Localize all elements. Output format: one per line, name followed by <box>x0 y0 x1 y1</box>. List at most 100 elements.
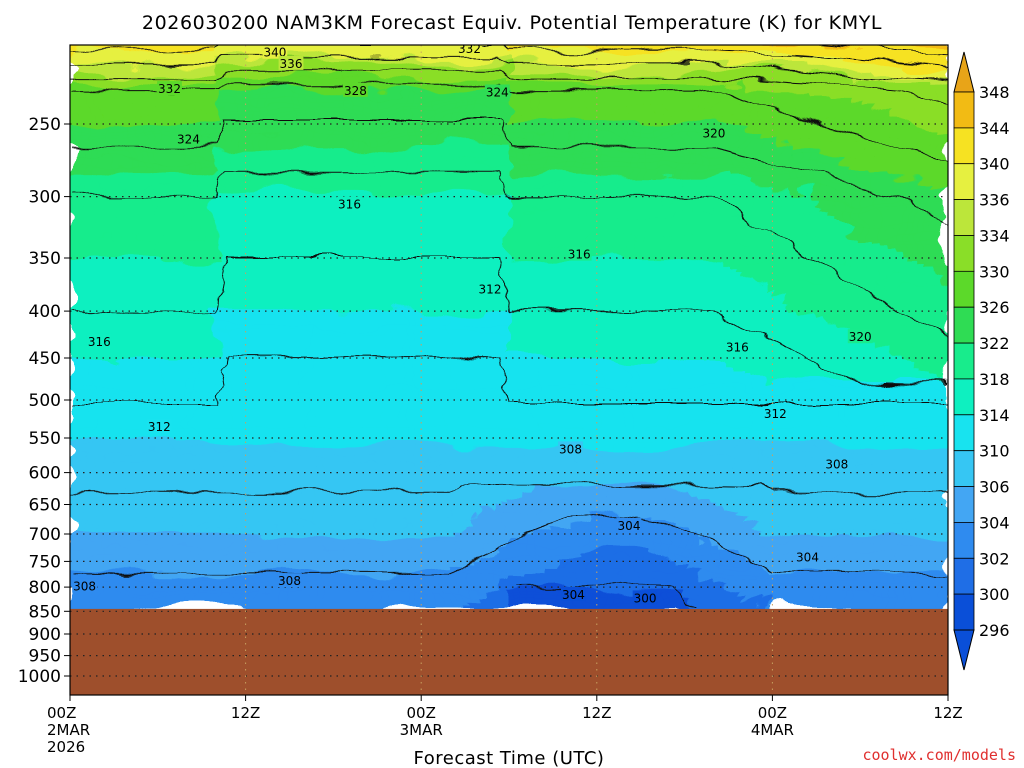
field-cell <box>611 157 620 164</box>
field-cell <box>479 83 488 90</box>
field-cell <box>245 163 254 169</box>
field-cell <box>926 163 934 169</box>
field-cell <box>772 157 781 164</box>
field-cell <box>750 115 759 122</box>
field-cell <box>479 125 488 132</box>
field-cell <box>918 45 927 47</box>
field-cell <box>91 168 100 175</box>
field-cell <box>267 136 276 143</box>
field-cell <box>926 168 934 175</box>
field-cell <box>721 179 730 185</box>
field-cell <box>304 226 313 233</box>
field-cell <box>765 205 773 212</box>
field-cell <box>860 173 869 180</box>
field-cell <box>808 45 817 47</box>
field-cell <box>604 163 613 169</box>
field-cell <box>260 147 269 154</box>
field-cell <box>238 205 247 212</box>
field-cell <box>304 189 313 196</box>
field-cell <box>904 226 913 233</box>
field-cell <box>552 205 561 212</box>
field-cell <box>501 179 510 185</box>
field-cell <box>194 56 203 63</box>
field-cell <box>260 226 269 233</box>
field-cell <box>369 99 378 106</box>
field-cell <box>538 194 547 201</box>
field-cell <box>889 94 898 100</box>
field-cell <box>633 125 642 132</box>
field-cell <box>260 83 269 90</box>
field-cell <box>640 136 649 143</box>
field-cell <box>91 189 100 196</box>
field-cell <box>179 216 188 223</box>
field-cell <box>128 194 137 201</box>
field-cell <box>355 157 364 164</box>
field-cell <box>530 226 539 233</box>
field-cell <box>889 173 898 180</box>
field-cell <box>70 232 78 238</box>
field-cell <box>143 168 152 175</box>
field-cell <box>399 141 408 148</box>
field-cell <box>874 184 883 191</box>
field-cell <box>428 221 437 228</box>
field-cell <box>772 168 781 175</box>
field-cell <box>333 179 342 185</box>
field-cell <box>128 200 137 207</box>
field-cell <box>596 83 605 90</box>
field-cell <box>362 157 371 164</box>
field-cell <box>933 210 942 217</box>
field-cell <box>808 205 817 212</box>
field-cell <box>194 78 203 85</box>
field-cell <box>779 56 788 63</box>
field-cell <box>904 125 913 132</box>
field-cell <box>882 62 891 69</box>
field-cell <box>252 232 261 238</box>
field-cell <box>143 56 152 63</box>
field-cell <box>823 147 832 154</box>
field-cell <box>216 45 225 47</box>
field-cell <box>421 157 430 164</box>
field-cell <box>465 152 474 159</box>
field-cell <box>216 125 225 132</box>
field-cell <box>187 72 195 79</box>
field-cell <box>157 94 166 100</box>
field-cell <box>428 120 437 127</box>
field-cell <box>289 51 298 58</box>
field-cell <box>172 242 181 249</box>
field-cell <box>282 232 291 238</box>
field-cell <box>655 45 664 47</box>
field-cell <box>172 46 181 53</box>
field-cell <box>787 88 795 95</box>
field-cell <box>472 136 481 143</box>
field-cell <box>296 242 305 249</box>
field-cell <box>143 173 152 180</box>
field-cell <box>201 189 210 196</box>
field-cell <box>70 67 78 74</box>
field-cell <box>106 104 115 111</box>
field-cell <box>640 131 649 138</box>
field-cell <box>106 179 115 185</box>
field-cell <box>77 232 86 238</box>
field-cell <box>487 78 495 85</box>
field-cell <box>230 120 239 127</box>
field-cell <box>421 72 430 79</box>
field-cell <box>391 136 400 143</box>
field-cell <box>479 46 488 53</box>
field-cell <box>743 83 752 90</box>
field-cell <box>713 205 722 212</box>
field-cell <box>238 88 247 95</box>
field-cell <box>99 200 108 207</box>
field-cell <box>662 51 671 58</box>
field-cell <box>706 168 715 175</box>
field-cell <box>816 210 825 217</box>
field-cell <box>274 131 283 138</box>
field-cell <box>304 109 313 116</box>
field-cell <box>530 168 539 175</box>
field-cell <box>501 46 510 53</box>
field-cell <box>772 115 781 122</box>
field-cell <box>830 72 839 79</box>
field-cell <box>684 78 693 85</box>
field-cell <box>530 179 539 185</box>
field-cell <box>794 221 803 228</box>
field-cell <box>904 216 913 223</box>
